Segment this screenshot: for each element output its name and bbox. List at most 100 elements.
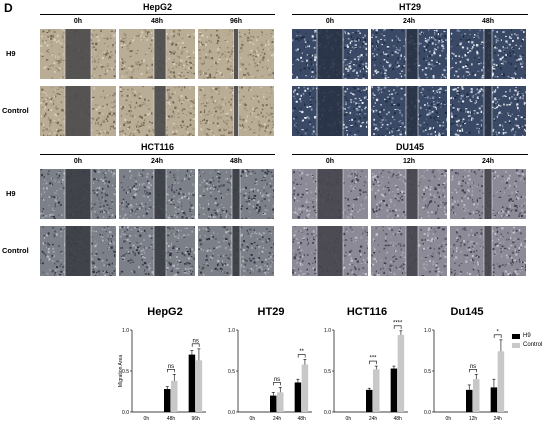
micrograph-image (119, 226, 195, 276)
micrograph-image (371, 29, 447, 79)
block-underline (292, 14, 528, 15)
bar (277, 392, 284, 412)
y-tick-label: 0.5 (228, 369, 235, 375)
row-label: H9 (6, 189, 16, 198)
block-title: HCT116 (40, 142, 275, 152)
column-label: 0h (292, 18, 368, 25)
y-tick-label: 0.5 (424, 369, 431, 375)
x-tick-label: 96h (191, 416, 200, 422)
micrograph-image (450, 29, 526, 79)
bar (473, 379, 480, 412)
column-label: 0h (40, 18, 116, 25)
micrograph-image (119, 169, 195, 219)
x-tick-label: 24h (369, 416, 378, 422)
x-tick-label: 12h (469, 416, 478, 422)
x-tick-label: 0h (446, 416, 452, 422)
panel-label: D (4, 1, 13, 15)
micrograph-image (198, 86, 274, 136)
bar (366, 390, 373, 412)
significance-label: ns (192, 338, 198, 344)
column-label: 24h (119, 158, 195, 165)
micrograph-image (450, 169, 526, 219)
micrograph-image (292, 86, 368, 136)
y-tick-label: 0.0 (122, 410, 129, 416)
column-label: 24h (371, 18, 447, 25)
column-label: 12h (371, 158, 447, 165)
row-label: Control (2, 246, 29, 255)
micrograph-image (450, 86, 526, 136)
legend-swatch (512, 343, 520, 348)
bar (164, 389, 171, 412)
significance-label: ns (470, 364, 476, 370)
chart-title: HepG2 (124, 306, 206, 318)
block-underline (40, 154, 275, 155)
block-underline (40, 14, 275, 15)
column-label: 96h (198, 18, 274, 25)
micrograph-image (198, 226, 274, 276)
bar (373, 369, 380, 412)
y-tick-label: 1.0 (228, 328, 235, 334)
significance-label: * (496, 329, 499, 335)
y-tick-label: 0.5 (324, 369, 331, 375)
micrograph-image (40, 29, 116, 79)
column-label: 0h (292, 158, 368, 165)
x-tick-label: 48h (167, 416, 176, 422)
micrograph-image (292, 169, 368, 219)
bar (398, 335, 405, 412)
x-tick-label: 48h (297, 416, 306, 422)
block-title: DU145 (292, 142, 528, 152)
y-tick-label: 1.0 (324, 328, 331, 334)
y-tick-label: 1.0 (122, 328, 129, 334)
legend-entry: Control (512, 342, 542, 348)
column-label: 48h (450, 18, 526, 25)
significance-label: ns (274, 377, 280, 383)
micrograph-image (450, 226, 526, 276)
column-label: 48h (119, 18, 195, 25)
bar (491, 387, 498, 412)
y-tick-label: 1.0 (424, 328, 431, 334)
column-label: 24h (450, 158, 526, 165)
bar (196, 360, 203, 412)
significance-label: ** (299, 349, 304, 355)
legend-label: H9 (523, 333, 531, 339)
bar (270, 396, 277, 412)
micrograph-image (371, 169, 447, 219)
micrograph-image (371, 226, 447, 276)
legend-entry: H9 (512, 333, 531, 339)
micrograph-image (198, 29, 274, 79)
x-tick-label: 48h (393, 416, 402, 422)
micrograph-image (198, 169, 274, 219)
chart-title: HT29 (230, 306, 312, 318)
block-title: HepG2 (40, 2, 275, 12)
significance-label: ns (168, 364, 174, 370)
bar (466, 390, 473, 412)
chart-title: Du145 (426, 306, 508, 318)
x-tick-label: 0h (144, 416, 150, 422)
y-tick-label: 0.0 (228, 410, 235, 416)
x-tick-label: 24h (493, 416, 502, 422)
bar (295, 382, 302, 412)
row-label: H9 (6, 49, 16, 58)
significance-label: *** (369, 356, 377, 362)
micrograph-image (40, 226, 116, 276)
micrograph-image (40, 169, 116, 219)
y-tick-label: 0.0 (324, 410, 331, 416)
micrograph-image (292, 29, 368, 79)
x-tick-label: 0h (250, 416, 256, 422)
micrograph-image (371, 86, 447, 136)
micrograph-image (40, 86, 116, 136)
block-title: HT29 (292, 2, 528, 12)
legend-swatch (512, 334, 520, 339)
micrograph-image (119, 29, 195, 79)
block-underline (292, 154, 528, 155)
bar (498, 351, 505, 412)
bar-chart: 0.0 0.5 1.0 0h 12h ns 24h * (420, 320, 512, 424)
bar (189, 355, 196, 412)
micrograph-image (292, 226, 368, 276)
significance-label: **** (393, 320, 403, 326)
y-tick-label: 0.0 (424, 410, 431, 416)
bar (302, 364, 309, 412)
